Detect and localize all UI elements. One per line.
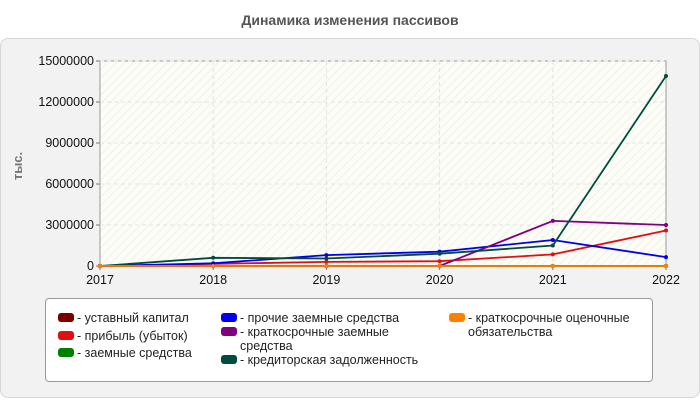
chart-title: Динамика изменения пассивов — [241, 12, 459, 28]
y-tick-label: 0 — [87, 259, 94, 273]
legend-item: - краткосрочные оценочные обязательства — [449, 311, 644, 339]
legend-swatch — [221, 355, 237, 364]
legend-label: - прочие заемные средства — [240, 311, 400, 325]
data-point — [211, 255, 216, 260]
y-tick-label: 9000000 — [45, 136, 94, 150]
legend-label: - уставный капитал — [77, 311, 189, 325]
data-point — [550, 243, 555, 248]
chart-legend: - уставный капитал - прибыль (убыток) - за… — [45, 298, 653, 382]
data-point — [324, 253, 329, 258]
grid-lines — [100, 60, 666, 266]
x-tick-label: 2018 — [199, 273, 227, 287]
legend-item: - заемные средства — [58, 346, 213, 360]
data-point — [211, 261, 216, 266]
data-point — [324, 264, 329, 268]
data-point — [664, 228, 668, 233]
legend-swatch — [58, 313, 74, 322]
legend-item: - прочие заемные средства — [221, 311, 436, 325]
data-point — [550, 264, 555, 268]
legend-item: - прибыль (убыток) — [58, 329, 213, 343]
legend-label: - прибыль (убыток) — [77, 329, 188, 343]
data-point — [664, 255, 668, 260]
data-point — [211, 264, 216, 268]
data-point — [550, 252, 555, 257]
y-tick-label: 3000000 — [45, 218, 94, 232]
legend-item: - уставный капитал — [58, 311, 213, 325]
legend-label: - заемные средства — [77, 346, 192, 360]
data-point — [550, 238, 555, 243]
x-tick-label: 2019 — [312, 273, 340, 287]
data-point — [437, 259, 442, 264]
legend-item: - краткосрочные заемные средства — [221, 325, 436, 353]
data-point — [664, 264, 668, 268]
plot-area — [99, 60, 667, 267]
y-tick-label: 15000000 — [38, 54, 94, 68]
x-tick-label: 2020 — [426, 273, 454, 287]
series-line — [99, 239, 667, 267]
series-lines — [98, 74, 668, 268]
x-tick-label: 2022 — [652, 273, 680, 287]
data-point — [324, 256, 329, 261]
data-point — [664, 223, 668, 227]
legend-swatch — [58, 331, 74, 340]
x-tick-label: 2017 — [86, 273, 114, 287]
legend-swatch — [449, 313, 465, 322]
series-line — [99, 75, 667, 267]
y-axis-label: тыс. — [10, 152, 25, 180]
y-tick-label: 6000000 — [45, 177, 94, 191]
legend-label: - краткосрочные заемные средства — [240, 325, 389, 353]
x-axis-ticks: 2017 2018 2019 2020 2021 2022 — [86, 266, 680, 287]
legend-swatch — [221, 327, 237, 336]
data-point — [437, 251, 442, 256]
y-tick-label: 12000000 — [38, 95, 94, 109]
x-tick-label: 2021 — [539, 273, 567, 287]
legend-label: - краткосрочные оценочные обязательства — [468, 311, 630, 339]
legend-item: - кредиторская задолженность — [221, 353, 436, 367]
data-point — [550, 218, 555, 223]
y-axis-ticks: 0 3000000 6000000 9000000 12000000 15000000 — [38, 54, 100, 273]
legend-swatch — [58, 348, 74, 357]
data-point — [664, 74, 668, 79]
data-point — [324, 259, 329, 264]
legend-label: - кредиторская задолженность — [240, 353, 419, 367]
legend-swatch — [221, 313, 237, 322]
data-point — [437, 264, 442, 268]
data-point — [98, 264, 102, 268]
